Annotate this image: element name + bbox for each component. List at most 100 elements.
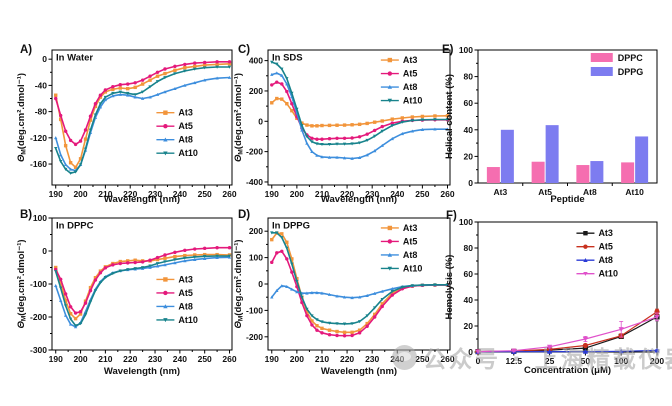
data-point-marker bbox=[98, 93, 103, 97]
y-tick-label: 0 bbox=[468, 347, 473, 357]
data-point-marker bbox=[387, 252, 393, 257]
chart-D: 190 200 210 220 230 240 250 260 200 100 0 -100 -200 W… bbox=[233, 209, 455, 377]
data-point-marker bbox=[582, 336, 588, 342]
data-point-marker bbox=[387, 57, 393, 63]
data-point-marker bbox=[103, 276, 108, 280]
data-point-marker bbox=[335, 123, 339, 127]
data-point-marker bbox=[290, 91, 294, 95]
data-point-marker bbox=[193, 67, 197, 71]
legend-label: At3 bbox=[178, 108, 193, 118]
data-point-marker bbox=[305, 313, 309, 318]
data-point-marker bbox=[295, 107, 299, 111]
data-point-marker bbox=[93, 102, 98, 106]
data-point-marker bbox=[126, 259, 130, 263]
data-point-marker bbox=[78, 139, 83, 143]
data-point-marker bbox=[365, 153, 369, 157]
data-point-marker bbox=[290, 257, 294, 261]
data-point-marker bbox=[163, 253, 167, 257]
data-point-marker bbox=[54, 93, 58, 97]
data-point-marker bbox=[193, 247, 197, 251]
x-axis-label: Wavelength (nm) bbox=[104, 366, 180, 377]
x-tick-label: 240 bbox=[390, 354, 404, 364]
data-point-marker bbox=[140, 96, 145, 100]
data-point-marker bbox=[280, 232, 284, 236]
data-point-marker bbox=[68, 305, 73, 309]
data-point-marker bbox=[372, 120, 377, 124]
data-point-marker bbox=[173, 254, 177, 259]
data-point-marker bbox=[270, 101, 274, 105]
data-point-marker bbox=[400, 120, 405, 124]
data-point-marker bbox=[163, 67, 167, 71]
data-point-marker bbox=[126, 261, 130, 265]
data-point-marker bbox=[310, 124, 314, 128]
x-tick-label: 250 bbox=[198, 354, 212, 364]
data-point-marker bbox=[227, 60, 232, 64]
data-point-marker bbox=[63, 143, 68, 148]
legend-label: At10 bbox=[598, 269, 618, 279]
data-point-marker bbox=[54, 283, 58, 288]
data-point-marker bbox=[357, 295, 362, 299]
x-tick-label: 100 bbox=[614, 356, 628, 366]
data-point-marker bbox=[98, 281, 103, 285]
data-point-marker bbox=[357, 141, 362, 145]
data-point-marker bbox=[58, 160, 63, 164]
data-point-marker bbox=[58, 298, 63, 302]
x-tick-label: At5 bbox=[538, 187, 552, 197]
data-point-marker bbox=[98, 102, 103, 106]
data-point-marker bbox=[420, 127, 425, 131]
data-point-marker bbox=[54, 96, 58, 101]
data-point-marker bbox=[285, 257, 289, 261]
data-point-marker bbox=[148, 258, 152, 262]
data-point-marker bbox=[390, 291, 394, 295]
data-point-marker bbox=[183, 259, 187, 263]
data-point-marker bbox=[327, 292, 332, 296]
data-point-marker bbox=[58, 280, 63, 285]
data-point-marker bbox=[335, 155, 339, 159]
data-point-marker bbox=[380, 302, 384, 306]
data-point-marker bbox=[350, 136, 354, 140]
data-point-marker bbox=[83, 147, 88, 151]
data-point-marker bbox=[163, 110, 168, 115]
data-point-marker bbox=[88, 288, 93, 293]
data-point-marker bbox=[380, 129, 384, 133]
data-point-marker bbox=[54, 270, 58, 274]
data-point-marker bbox=[270, 237, 274, 242]
data-point-marker bbox=[410, 115, 415, 119]
data-point-marker bbox=[295, 280, 299, 284]
data-point-marker bbox=[193, 61, 197, 65]
data-point-marker bbox=[315, 137, 319, 141]
series-line-At10 bbox=[477, 316, 658, 353]
data-point-marker bbox=[126, 91, 130, 95]
legend-swatch-DPPC bbox=[590, 52, 613, 62]
legend-label: At3 bbox=[403, 223, 418, 233]
series-line-At8 bbox=[478, 349, 658, 353]
data-point-marker bbox=[280, 236, 284, 240]
data-point-marker bbox=[335, 294, 339, 298]
data-point-marker bbox=[357, 135, 362, 139]
data-point-marker bbox=[280, 67, 284, 71]
data-point-marker bbox=[118, 261, 122, 266]
data-point-marker bbox=[58, 153, 63, 157]
data-point-marker bbox=[350, 330, 354, 335]
data-point-marker bbox=[357, 320, 362, 324]
y-tick-label: -80 bbox=[35, 107, 48, 117]
data-point-marker bbox=[163, 318, 168, 323]
data-point-marker bbox=[320, 326, 324, 331]
data-point-marker bbox=[300, 295, 304, 299]
data-point-marker bbox=[327, 328, 332, 332]
x-tick-label: 220 bbox=[123, 354, 137, 364]
panel-label: F) bbox=[446, 210, 457, 222]
data-point-marker bbox=[126, 86, 130, 91]
panel-title: In Water bbox=[56, 53, 93, 64]
data-point-marker bbox=[126, 93, 130, 97]
data-point-marker bbox=[583, 258, 588, 262]
x-tick-label: 200 bbox=[650, 356, 664, 366]
data-point-marker bbox=[215, 76, 219, 80]
y-tick-label: -160 bbox=[30, 159, 47, 169]
data-point-marker bbox=[433, 118, 437, 122]
data-point-marker bbox=[445, 127, 450, 131]
legend-label: At5 bbox=[403, 69, 418, 79]
data-point-marker bbox=[583, 271, 588, 276]
x-tick-label: 0 bbox=[476, 356, 481, 366]
